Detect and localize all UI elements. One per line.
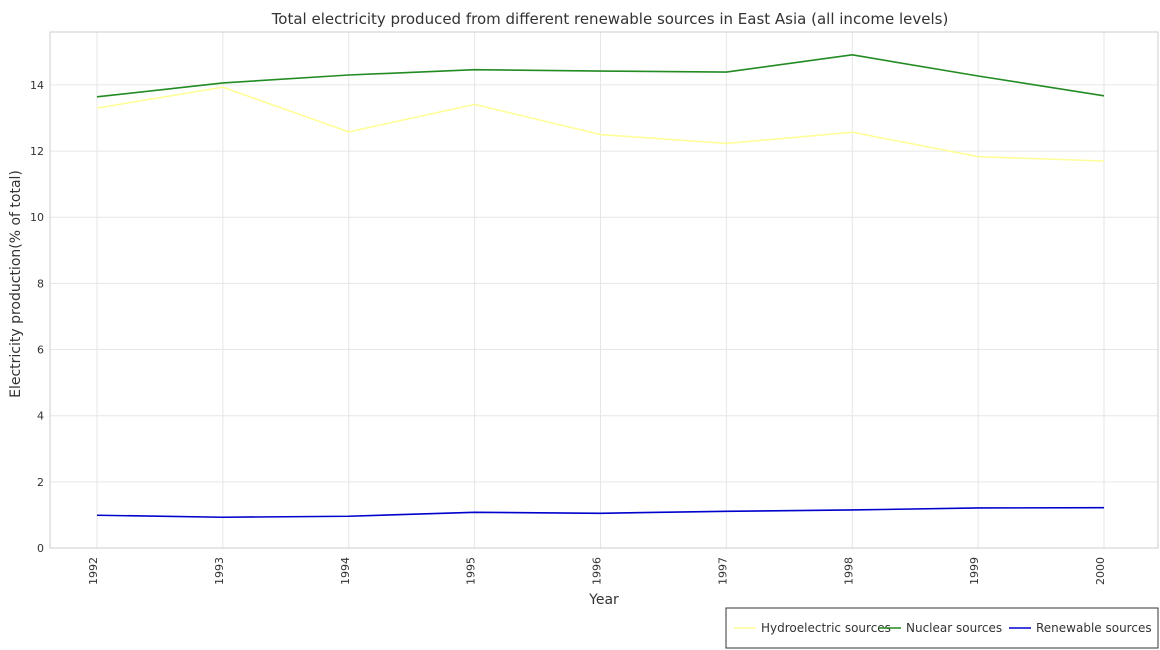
- x-tick-label: 1993: [213, 557, 226, 585]
- x-tick-label: 2000: [1094, 557, 1107, 585]
- y-tick-label: 2: [37, 476, 44, 489]
- legend: Hydroelectric sources Nuclear sources Rene…: [725, 607, 1159, 649]
- legend-label-0: Hydroelectric sources: [761, 621, 891, 635]
- chart-title: Total electricity produced from differen…: [271, 10, 949, 28]
- series-line-2: [96, 506, 1105, 519]
- x-tick-label: 1999: [968, 557, 981, 585]
- legend-label-1: Nuclear sources: [906, 621, 1002, 635]
- series-lines: [96, 54, 1105, 519]
- y-tick-label: 0: [37, 542, 44, 555]
- x-tick-labels: 1992 1993 1994 1995 1996 1997 1998 1999 2000: [87, 557, 1107, 585]
- x-gridlines: [96, 32, 1105, 548]
- y-tick-label: 12: [30, 145, 44, 158]
- plot-frame: [49, 31, 1159, 549]
- y-tick-label: 4: [37, 410, 44, 423]
- x-tick-label: 1994: [339, 557, 352, 585]
- y-axis-label: Electricity production(% of total): [8, 170, 24, 398]
- x-tick-label: 1992: [87, 557, 100, 585]
- series-line-0: [96, 86, 1105, 162]
- x-tick-label: 1996: [591, 557, 604, 585]
- y-tick-label: 10: [30, 211, 44, 224]
- x-tick-label: 1995: [465, 557, 478, 585]
- legend-box: [725, 607, 1159, 649]
- series-line-1: [96, 54, 1105, 98]
- legend-label-2: Renewable sources: [1036, 621, 1152, 635]
- y-tick-labels: 0 2 4 6 8 10 12 14: [30, 79, 44, 555]
- y-tick-label: 8: [37, 277, 44, 290]
- y-tick-label: 14: [30, 79, 44, 92]
- x-axis-label: Year: [588, 592, 619, 608]
- y-tick-label: 6: [37, 344, 44, 357]
- x-tick-label: 1997: [716, 557, 729, 585]
- x-tick-label: 1998: [842, 557, 855, 585]
- y-gridlines: [50, 84, 1158, 549]
